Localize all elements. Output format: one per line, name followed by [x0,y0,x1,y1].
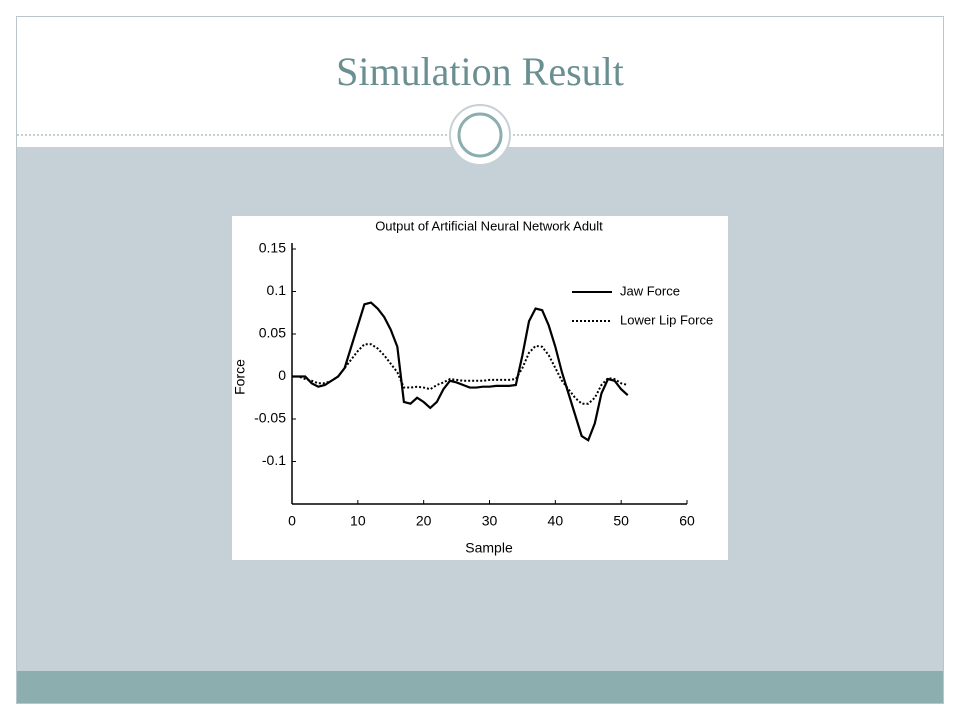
y-tick-label: 0 [278,367,286,383]
data-line [292,343,629,405]
data-line [292,301,629,442]
x-tick-label: 60 [679,513,695,529]
y-tick-label: -0.1 [262,452,286,468]
y-tick-label: 0.05 [259,325,286,341]
y-axis-label: Force [232,359,248,395]
x-tick-label: 40 [548,513,564,529]
y-tick-label: -0.05 [254,410,286,426]
legend-label: Lower Lip Force [620,312,713,327]
x-tick-label: 10 [350,513,366,529]
x-tick-label: 20 [416,513,432,529]
legend-label: Jaw Force [620,283,680,298]
x-tick-label: 0 [288,513,296,529]
slide-title: Simulation Result [336,49,624,94]
x-tick-label: 30 [482,513,498,529]
chart-title: Output of Artificial Neural Network Adul… [375,218,603,233]
divider-ring [457,112,503,158]
y-tick-label: 0.1 [267,282,287,298]
footer-band [17,671,943,703]
x-tick-label: 50 [613,513,629,529]
x-axis-label: Sample [465,540,513,556]
y-tick-label: 0.15 [259,240,286,256]
